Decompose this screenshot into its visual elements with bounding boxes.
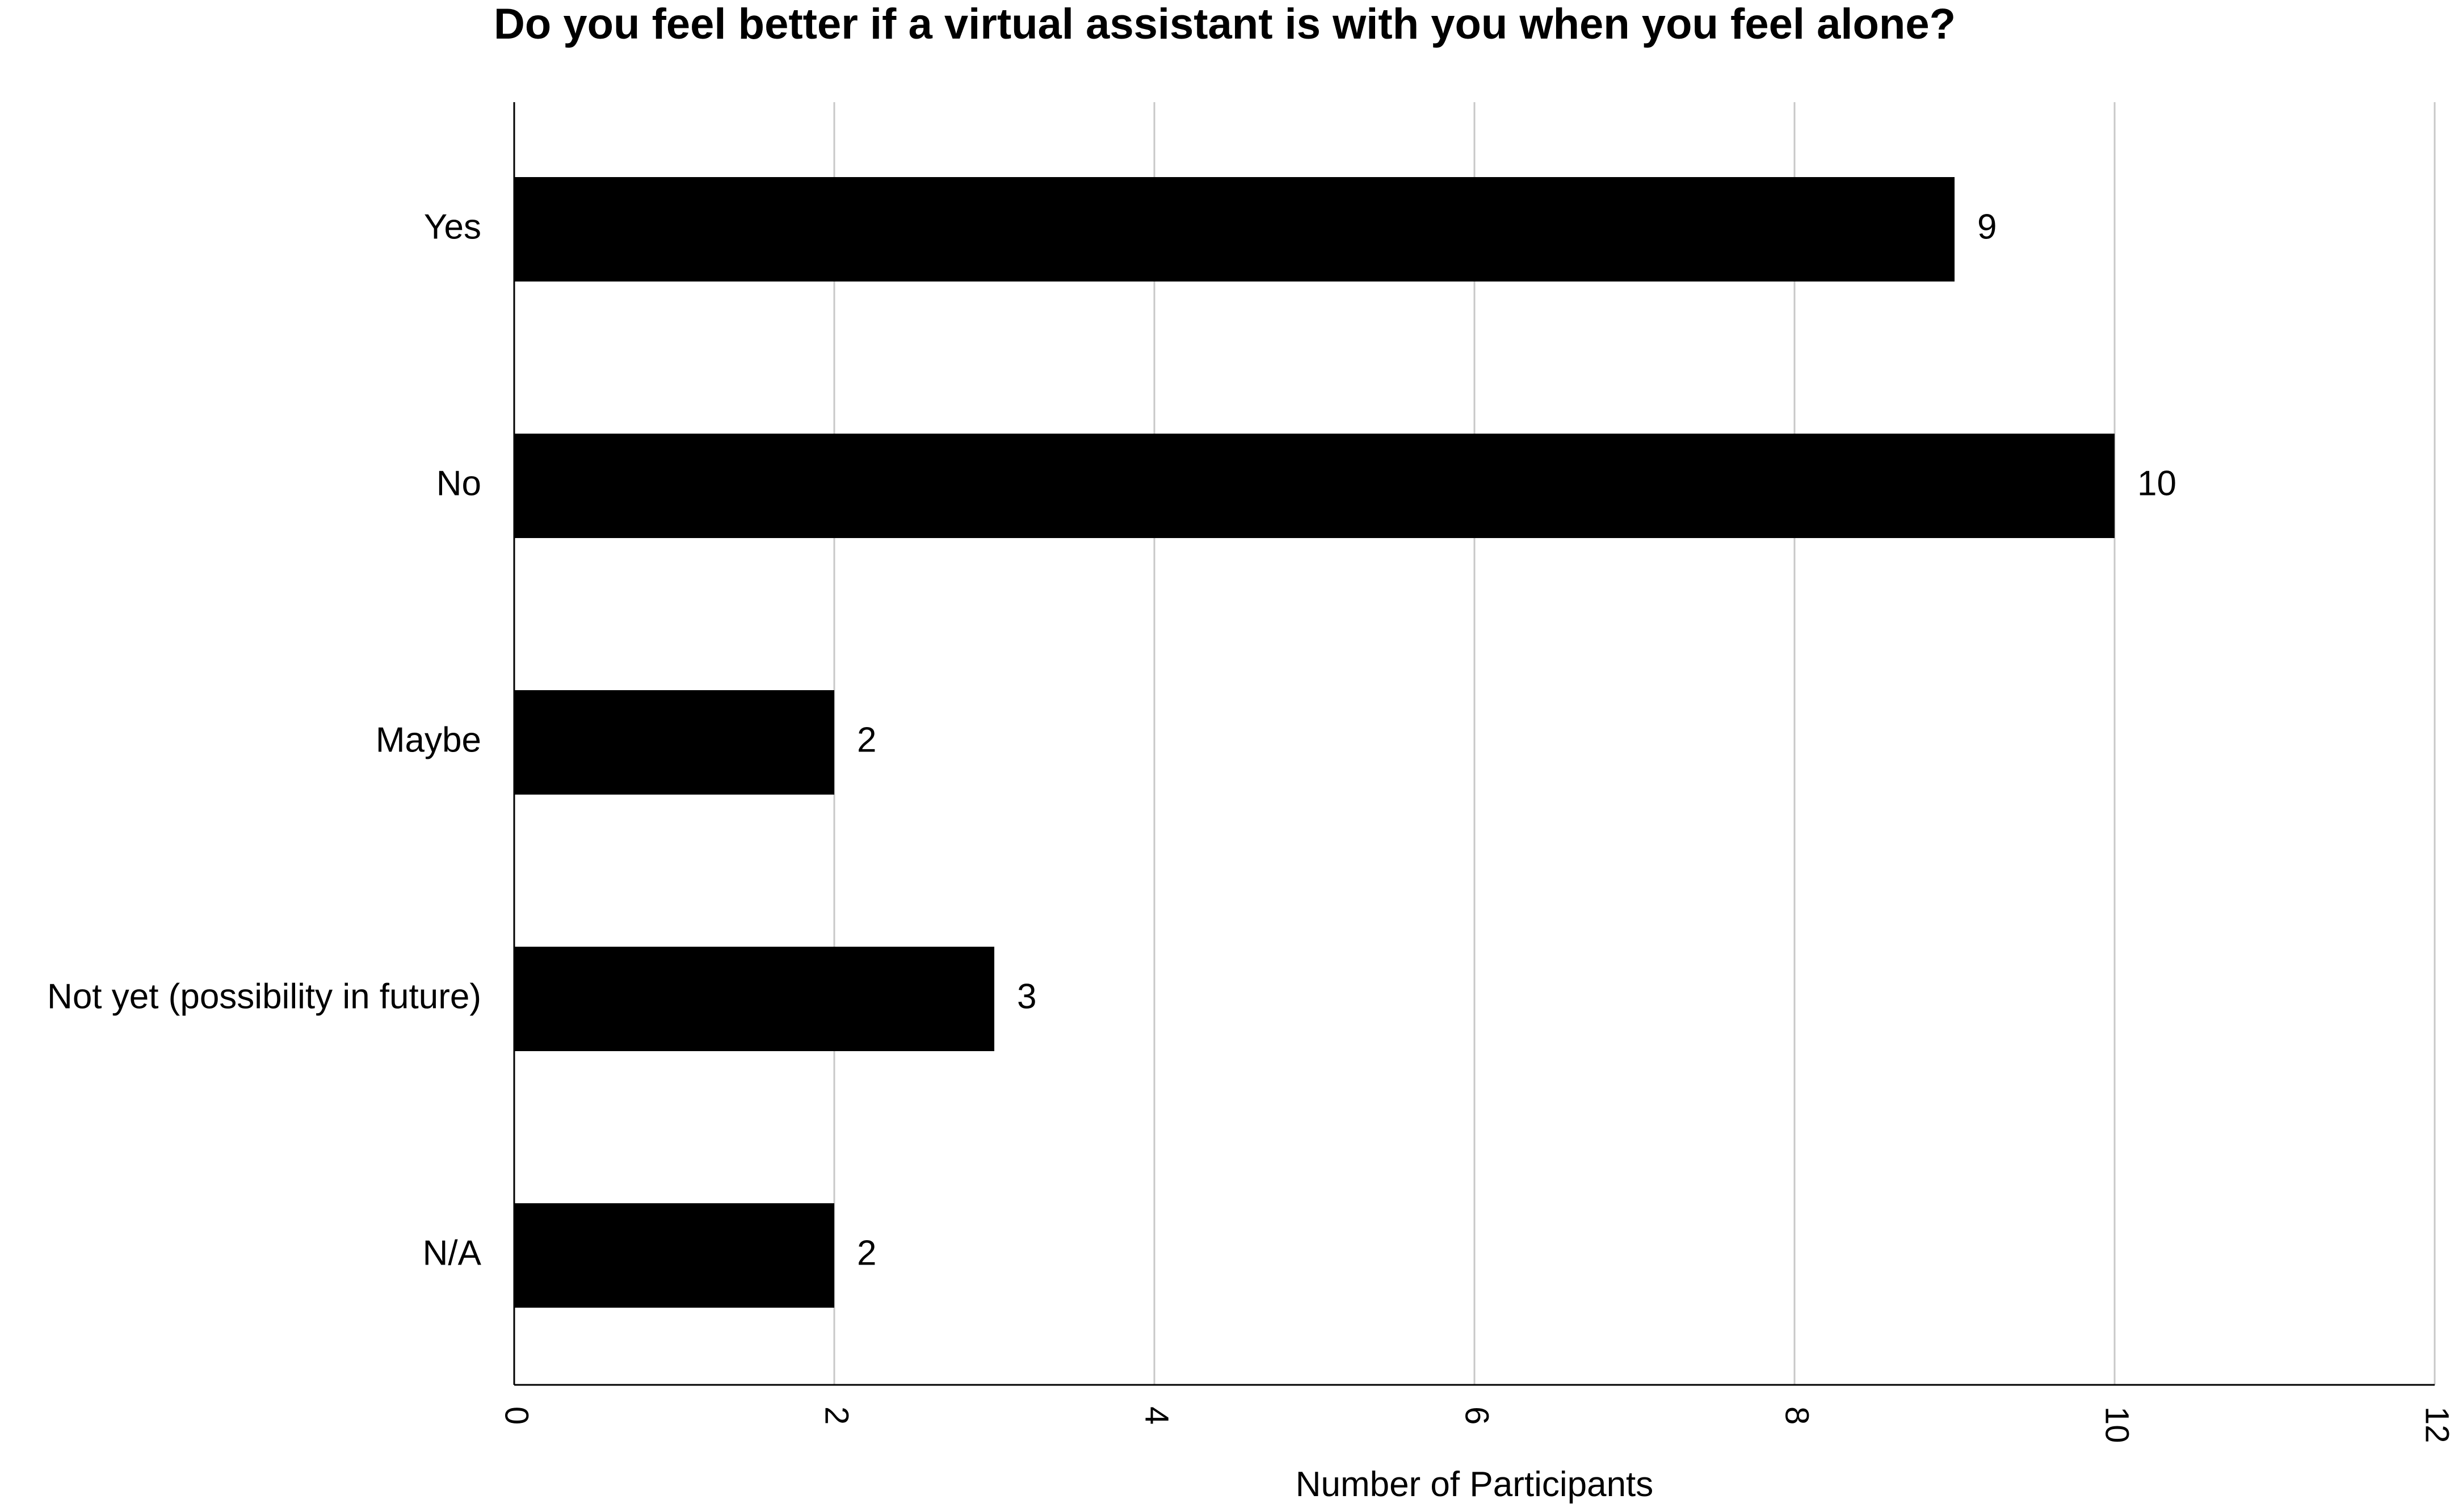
chart-title: Do you feel better if a virtual assistan… bbox=[494, 0, 1956, 48]
bar-5 bbox=[514, 1203, 834, 1308]
bar-2 bbox=[514, 434, 2115, 538]
x-tick-label: 0 bbox=[498, 1406, 535, 1425]
category-label: Maybe bbox=[376, 720, 481, 759]
data-label: 2 bbox=[857, 1233, 876, 1272]
data-label: 10 bbox=[2137, 464, 2176, 503]
bar-3 bbox=[514, 690, 834, 795]
bar-1 bbox=[514, 177, 1955, 282]
x-tick-label: 12 bbox=[2419, 1406, 2450, 1443]
data-label: 2 bbox=[857, 720, 876, 759]
bar-4 bbox=[514, 947, 994, 1051]
data-label: 3 bbox=[1017, 977, 1036, 1016]
x-tick-label: 10 bbox=[2099, 1406, 2136, 1443]
category-label: Yes bbox=[424, 207, 481, 246]
gridlines bbox=[833, 102, 2436, 1385]
category-label: No bbox=[436, 464, 481, 503]
x-tick-label: 6 bbox=[1459, 1406, 1495, 1425]
labels: 0 2 4 6 8 10 12 Yes 9 No 10 Maybe 2 Not yet (possibil… bbox=[47, 207, 2450, 1443]
axes bbox=[513, 102, 2435, 1386]
data-label: 9 bbox=[1977, 207, 1997, 246]
x-tick-label: 8 bbox=[1779, 1406, 1816, 1425]
x-tick-label: 2 bbox=[818, 1406, 855, 1425]
bars bbox=[514, 177, 2115, 1308]
category-label: Not yet (possibility in future) bbox=[47, 977, 481, 1016]
x-tick-label: 4 bbox=[1138, 1406, 1175, 1425]
category-label: N/A bbox=[423, 1233, 482, 1272]
x-axis-title: Number of Participants bbox=[1296, 1465, 1654, 1504]
